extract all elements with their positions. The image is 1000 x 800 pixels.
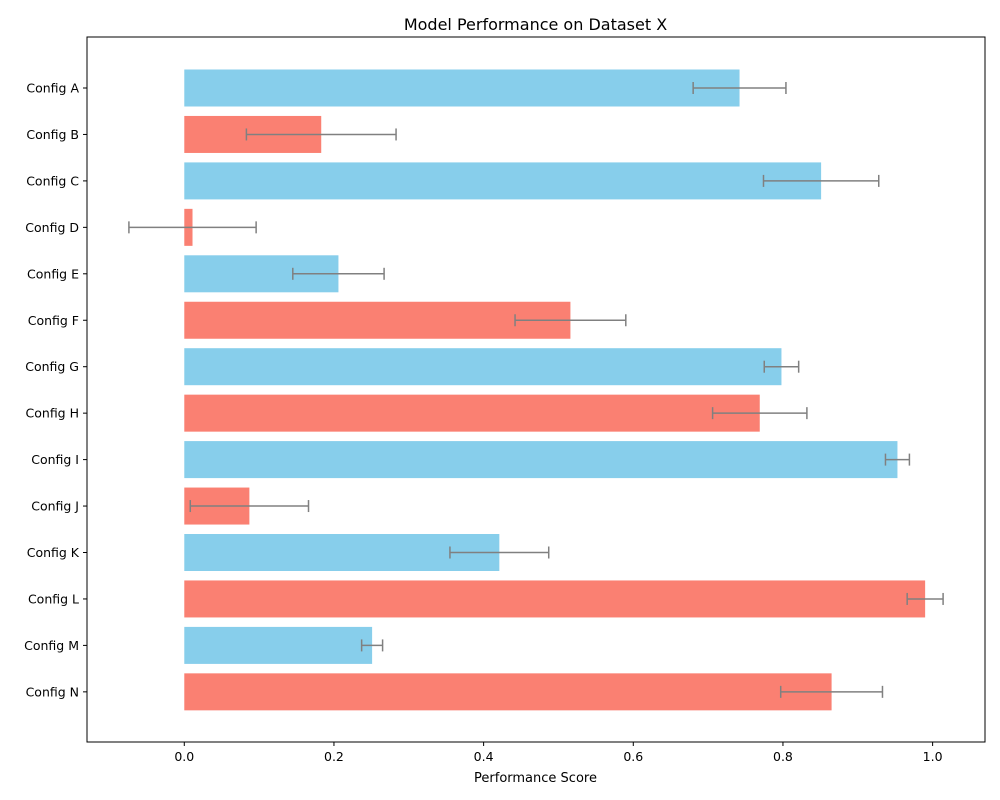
y-tick-label: Config H bbox=[26, 406, 79, 421]
x-tick-label: 0.6 bbox=[623, 749, 643, 764]
y-tick-label: Config F bbox=[28, 313, 79, 328]
y-tick-label: Config A bbox=[26, 81, 79, 96]
bar bbox=[184, 301, 571, 339]
bar bbox=[184, 162, 822, 200]
y-tick-label: Config B bbox=[26, 127, 79, 142]
y-tick-label: Config D bbox=[25, 220, 79, 235]
plot-frame bbox=[86, 36, 986, 743]
bar bbox=[184, 348, 782, 386]
bar bbox=[184, 441, 898, 479]
y-tick-label: Config I bbox=[31, 452, 79, 467]
y-tick-label: Config K bbox=[27, 545, 80, 560]
x-tick-label: 1.0 bbox=[923, 749, 943, 764]
y-tick-label: Config M bbox=[24, 638, 79, 653]
y-tick-label: Config N bbox=[26, 684, 79, 699]
x-tick-label: 0.0 bbox=[174, 749, 194, 764]
y-tick-label: Config G bbox=[25, 359, 79, 374]
bar bbox=[184, 673, 832, 711]
x-tick-label: 0.8 bbox=[773, 749, 793, 764]
bar bbox=[184, 626, 373, 664]
x-axis-label: Performance Score bbox=[474, 771, 597, 786]
y-tick-label: Config J bbox=[31, 499, 79, 514]
y-tick-label: Config L bbox=[28, 591, 79, 606]
y-tick-label: Config E bbox=[27, 266, 79, 281]
chart-title: Model Performance on Dataset X bbox=[404, 15, 667, 34]
bar bbox=[184, 580, 926, 618]
bar bbox=[184, 394, 760, 432]
bar bbox=[184, 534, 500, 571]
y-tick-label: Config C bbox=[26, 173, 79, 188]
x-tick-label: 0.2 bbox=[324, 749, 344, 764]
x-tick-label: 0.4 bbox=[474, 749, 494, 764]
bar bbox=[184, 69, 740, 107]
